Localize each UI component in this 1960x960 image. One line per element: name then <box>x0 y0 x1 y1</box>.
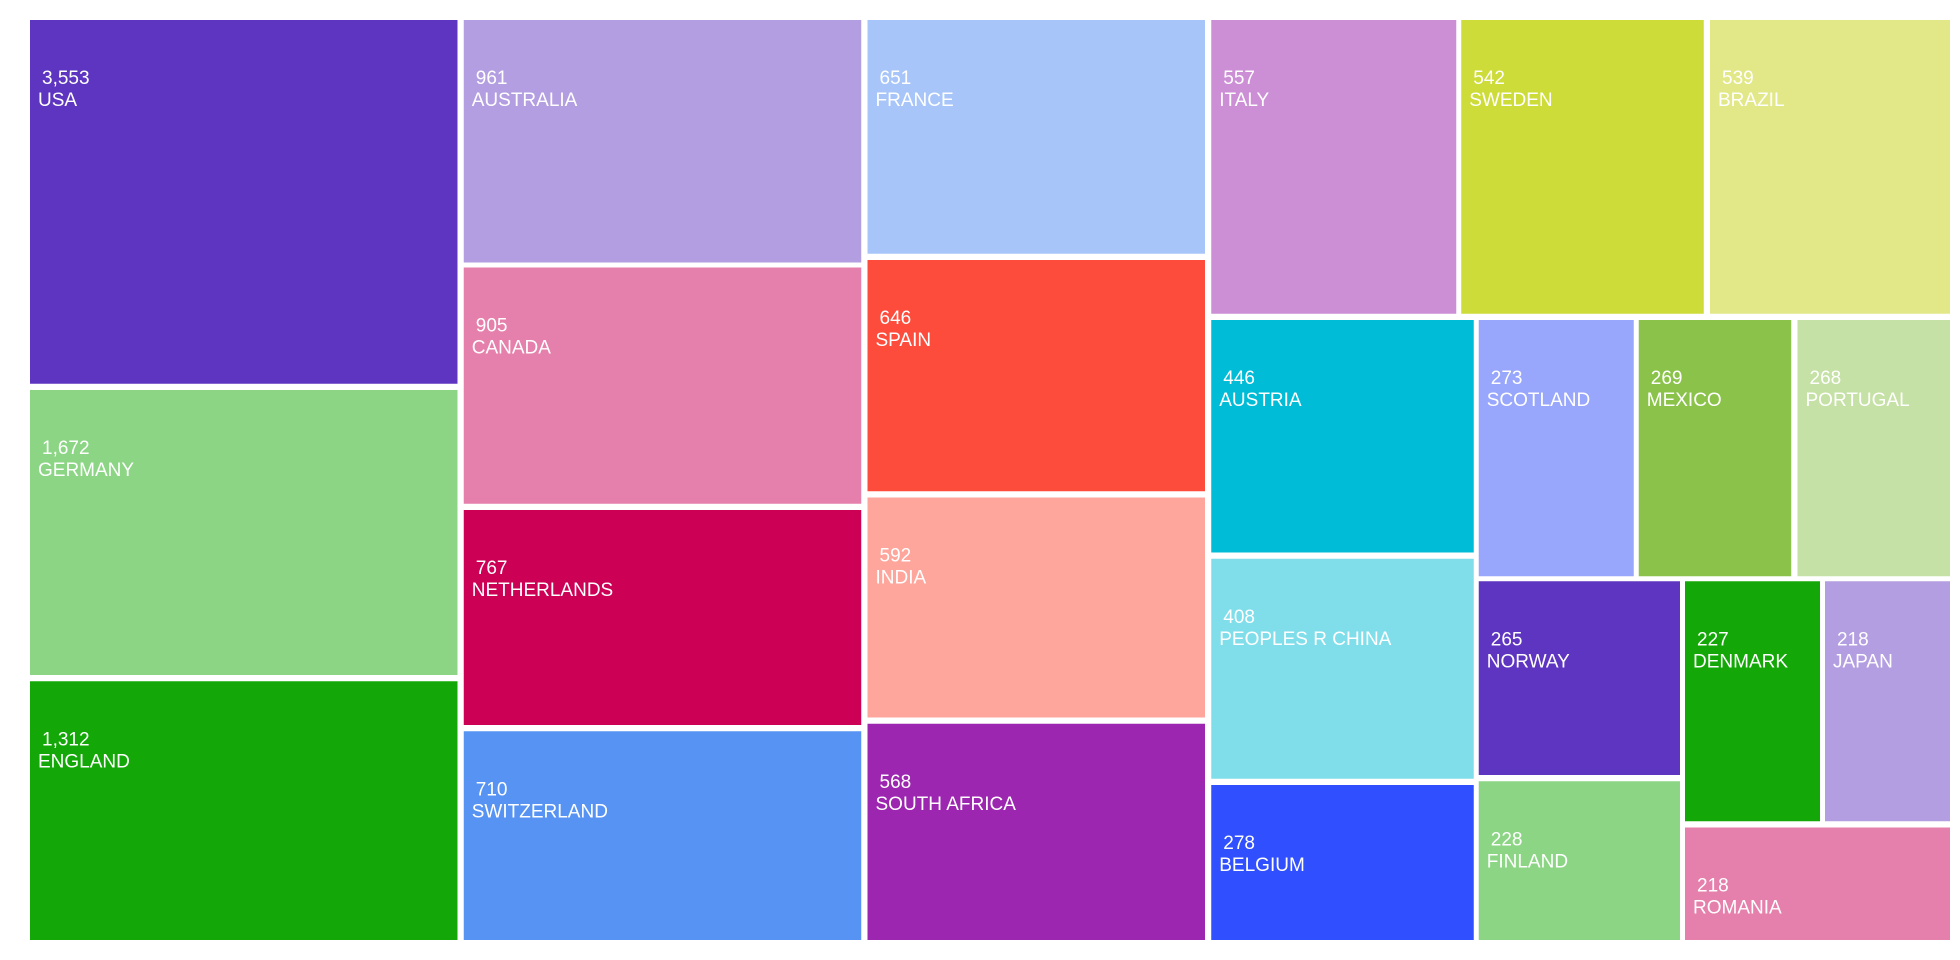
tile-label: AUSTRALIA <box>472 90 578 111</box>
tile-label: ENGLAND <box>38 751 130 772</box>
tile-value: 710 <box>476 779 508 800</box>
tile-value: 278 <box>1223 833 1255 854</box>
tile <box>867 497 1205 718</box>
tile-label: NETHERLANDS <box>472 580 613 601</box>
tile-value: 3,553 <box>42 68 90 89</box>
tile <box>1478 781 1680 940</box>
tile-label: SPAIN <box>876 330 932 351</box>
tile-label: AUSTRIA <box>1219 390 1302 411</box>
tile-value: 539 <box>1722 68 1754 89</box>
tile-value: 265 <box>1491 629 1523 650</box>
tile-label: MEXICO <box>1647 390 1722 411</box>
tile-value: 269 <box>1651 368 1683 389</box>
tile-label: ROMANIA <box>1693 898 1782 919</box>
tile-value: 646 <box>880 308 912 329</box>
tile <box>30 20 458 384</box>
tile-value: 651 <box>880 68 912 89</box>
tile-value: 961 <box>476 68 508 89</box>
tile-value: 227 <box>1697 629 1729 650</box>
tile-value: 268 <box>1810 368 1842 389</box>
tile-value: 905 <box>476 316 508 337</box>
tile <box>1638 320 1792 577</box>
tile-value: 228 <box>1491 829 1523 850</box>
tile-value: 273 <box>1491 368 1523 389</box>
tile-label: BELGIUM <box>1219 855 1305 876</box>
tile-label: SCOTLAND <box>1487 390 1590 411</box>
tile-value: 218 <box>1697 876 1729 897</box>
tile <box>30 681 458 940</box>
tile <box>1685 827 1950 940</box>
tile-value: 408 <box>1223 607 1255 628</box>
tile-label: INDIA <box>876 568 927 589</box>
tile <box>1825 581 1950 822</box>
tile-value: 767 <box>476 558 508 579</box>
tile-label: GERMANY <box>38 460 134 481</box>
tile-value: 542 <box>1473 68 1505 89</box>
tile-label: SWITZERLAND <box>472 801 608 822</box>
tile <box>1797 320 1950 577</box>
tile <box>463 510 862 725</box>
tile <box>463 20 862 263</box>
tile <box>1710 20 1950 314</box>
tile-value: 568 <box>880 772 912 793</box>
tile-label: USA <box>38 90 77 111</box>
tile-label: JAPAN <box>1833 651 1893 672</box>
tile-value: 446 <box>1223 368 1255 389</box>
tile-label: SWEDEN <box>1469 90 1552 111</box>
tile <box>1211 20 1457 314</box>
tile-label: FINLAND <box>1487 851 1568 872</box>
tile <box>1478 581 1680 775</box>
tile-label: NORWAY <box>1487 651 1570 672</box>
tile-label: CANADA <box>472 338 552 359</box>
tile-value: 1,312 <box>42 729 90 750</box>
tile <box>867 723 1205 940</box>
tile-label: SOUTH AFRICA <box>876 794 1017 815</box>
tile <box>867 260 1205 492</box>
tile <box>1461 20 1704 314</box>
tile <box>30 390 458 675</box>
tile <box>867 20 1205 254</box>
tile <box>463 731 862 940</box>
tile-label: ITALY <box>1219 90 1269 111</box>
tile-label: PEOPLES R CHINA <box>1219 629 1391 650</box>
tile-value: 592 <box>880 546 912 567</box>
tile <box>1685 581 1820 822</box>
tile <box>1211 785 1474 940</box>
tile-value: 557 <box>1223 68 1255 89</box>
tile-label: DENMARK <box>1693 651 1788 672</box>
tile-label: PORTUGAL <box>1806 390 1910 411</box>
tile <box>1211 320 1474 553</box>
tile-value: 218 <box>1837 629 1869 650</box>
tile <box>1478 320 1634 577</box>
tile-label: FRANCE <box>876 90 954 111</box>
tile-label: BRAZIL <box>1718 90 1785 111</box>
tile-value: 1,672 <box>42 438 90 459</box>
tile <box>463 267 862 504</box>
tile <box>1211 558 1474 779</box>
